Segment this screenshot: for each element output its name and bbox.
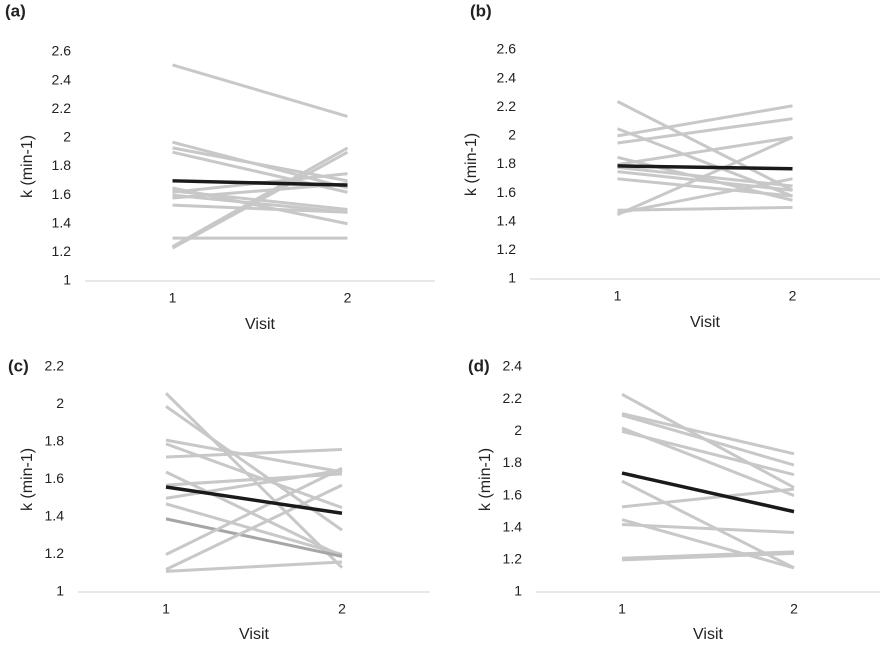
series-line: [621, 429, 795, 477]
series-line: [171, 146, 349, 248]
series-line: [171, 150, 349, 250]
y-tick-label: 1.4: [52, 214, 72, 230]
y-tick-label: 2.4: [52, 71, 72, 87]
series-line: [172, 193, 348, 214]
x-tick-label: 1: [618, 601, 626, 617]
y-tick-label: 1.8: [52, 157, 72, 173]
y-tick-label: 2.2: [497, 98, 517, 114]
y-axis-label: k (min-1): [19, 135, 36, 198]
series-line: [621, 471, 795, 514]
y-tick-label: 1.8: [497, 155, 517, 171]
x-tick-label: 1: [162, 601, 170, 617]
y-axis-label: k (min-1): [19, 448, 36, 511]
x-axis-label: Visit: [239, 626, 269, 643]
x-tick-label: 1: [614, 288, 622, 304]
y-tick-label: 1.6: [45, 470, 65, 486]
series-line: [617, 117, 793, 145]
series-line: [617, 165, 793, 188]
y-tick-label: 1.2: [45, 545, 65, 561]
series-line: [172, 203, 348, 214]
x-axis-label: Visit: [693, 626, 723, 643]
series-line: [617, 177, 793, 215]
series-line: [621, 487, 795, 509]
y-tick-label: 1: [508, 270, 516, 286]
x-axis-label: Visit: [245, 316, 275, 333]
panel-label: (a): [5, 1, 26, 20]
y-tick-label: 2.4: [503, 358, 523, 374]
series-line: [621, 551, 795, 562]
y-tick-label: 2.2: [52, 100, 72, 116]
y-tick-label: 2: [514, 422, 522, 438]
y-tick-label: 2: [56, 395, 64, 411]
series-line: [172, 179, 348, 187]
x-tick-label: 2: [789, 288, 797, 304]
y-tick-label: 1.4: [503, 518, 523, 534]
y-tick-label: 2.2: [503, 390, 523, 406]
y-tick-label: 2.2: [45, 358, 65, 374]
series-line: [165, 470, 343, 558]
y-tick-label: 1.6: [503, 486, 523, 502]
series-line: [617, 170, 793, 192]
panel-label: (c): [8, 356, 29, 375]
series-line: [165, 485, 343, 515]
y-tick-label: 1.4: [45, 508, 65, 524]
y-tick-label: 1.2: [503, 551, 523, 567]
series-line: [617, 164, 793, 171]
y-tick-label: 1.8: [503, 454, 523, 470]
series-line: [617, 104, 793, 138]
series-line: [621, 412, 795, 456]
series-line: [165, 468, 343, 500]
series-line: [165, 466, 343, 556]
series-line: [165, 483, 343, 571]
y-tick-label: 2: [63, 129, 71, 145]
y-tick-label: 1.2: [497, 241, 517, 257]
y-tick-label: 2: [508, 127, 516, 143]
y-axis-label: k (min-1): [463, 133, 480, 196]
series-line: [621, 550, 795, 560]
series-line: [617, 135, 793, 166]
series-line: [616, 100, 794, 192]
y-tick-label: 2.4: [497, 69, 517, 85]
series-line: [617, 205, 793, 212]
y-tick-label: 1.8: [45, 433, 65, 449]
y-tick-label: 1.4: [497, 212, 517, 228]
y-tick-label: 1.6: [497, 184, 517, 200]
y-tick-label: 1: [63, 272, 71, 288]
series-line: [165, 560, 343, 573]
series-line: [621, 518, 795, 570]
series-line: [172, 63, 348, 118]
x-axis-label: Visit: [690, 314, 720, 331]
y-tick-label: 1.6: [52, 186, 72, 202]
x-tick-label: 1: [169, 290, 177, 306]
panel-label: (d): [468, 356, 490, 375]
y-tick-label: 2.6: [497, 41, 517, 57]
series-line: [621, 413, 795, 467]
x-tick-label: 2: [790, 601, 798, 617]
x-tick-label: 2: [344, 290, 352, 306]
series-line: [165, 502, 343, 556]
y-tick-label: 2.6: [52, 43, 72, 59]
y-axis-label: k (min-1): [477, 448, 494, 511]
series-line: [165, 438, 343, 474]
series-line: [172, 186, 348, 226]
series-line: [617, 155, 793, 202]
x-tick-label: 2: [338, 601, 346, 617]
series-line: [621, 523, 795, 535]
y-tick-label: 1.2: [52, 243, 72, 259]
y-tick-label: 1: [56, 583, 64, 599]
y-tick-label: 1: [514, 583, 522, 599]
panel-label: (b): [470, 1, 492, 20]
series-line: [165, 448, 343, 459]
series-line: [165, 517, 343, 558]
